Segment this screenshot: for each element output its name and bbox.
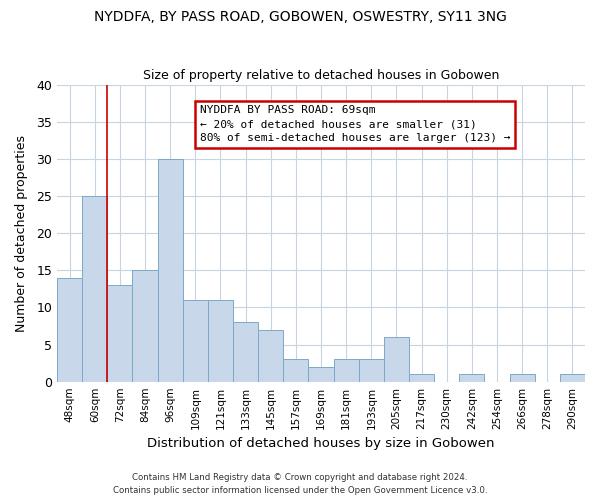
Bar (107, 285, 133, 382)
Text: NYDDFA BY PASS ROAD: 69sqm
← 20% of detached houses are smaller (31)
80% of semi: NYDDFA BY PASS ROAD: 69sqm ← 20% of deta… (200, 106, 510, 144)
Bar (283, 360, 308, 382)
Text: Contains HM Land Registry data © Crown copyright and database right 2024.
Contai: Contains HM Land Registry data © Crown c… (113, 474, 487, 495)
Bar (233, 322, 258, 382)
X-axis label: Distribution of detached houses by size in Gobowen: Distribution of detached houses by size … (147, 437, 495, 450)
Bar (509, 374, 535, 382)
Bar (334, 360, 359, 382)
Bar (409, 374, 434, 382)
Bar (158, 159, 183, 382)
Bar (133, 270, 158, 382)
Bar (560, 374, 585, 382)
Bar (208, 300, 233, 382)
Bar (82, 196, 107, 382)
Bar (384, 337, 409, 382)
Text: NYDDFA, BY PASS ROAD, GOBOWEN, OSWESTRY, SY11 3NG: NYDDFA, BY PASS ROAD, GOBOWEN, OSWESTRY,… (94, 10, 506, 24)
Title: Size of property relative to detached houses in Gobowen: Size of property relative to detached ho… (143, 69, 499, 82)
Bar (57, 278, 82, 382)
Bar (258, 330, 283, 382)
Bar (359, 360, 384, 382)
Y-axis label: Number of detached properties: Number of detached properties (15, 134, 28, 332)
Bar (460, 374, 484, 382)
Bar (308, 367, 334, 382)
Bar (183, 300, 208, 382)
